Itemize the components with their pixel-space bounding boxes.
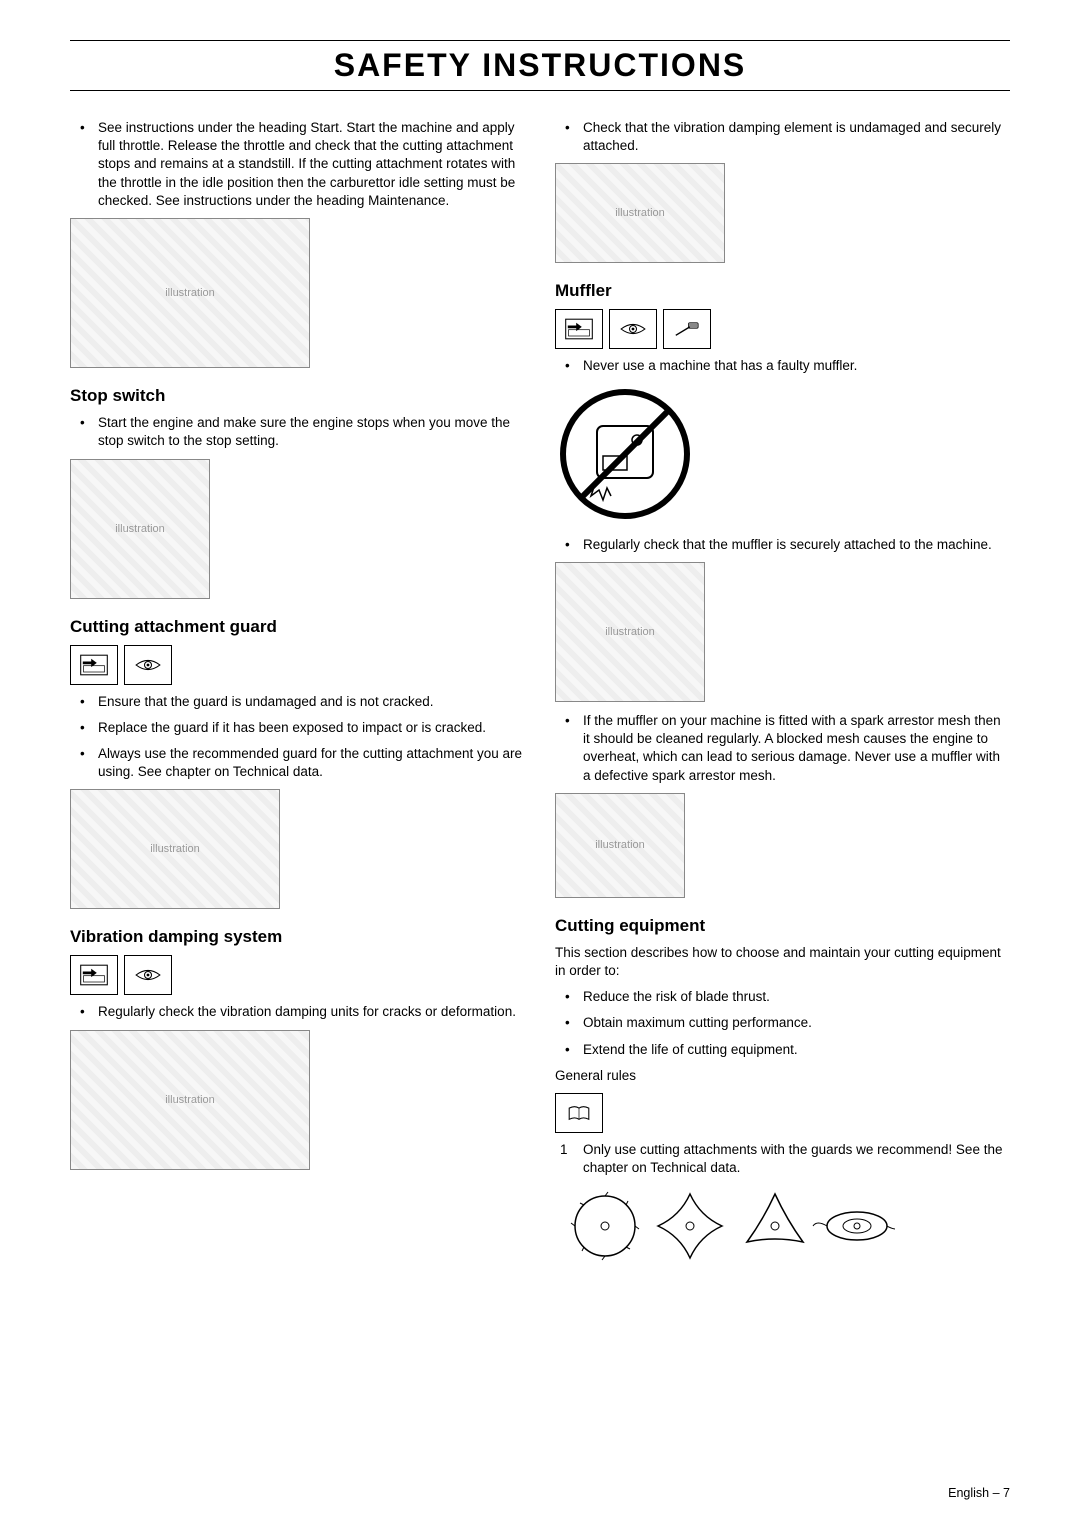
- ce-b1: Reduce the risk of blade thrust.: [555, 988, 1010, 1006]
- heading-cutting-equipment: Cutting equipment: [555, 916, 1010, 936]
- ce-n1-text: Only use cutting attachments with the gu…: [583, 1142, 1002, 1175]
- eye-icon: [124, 955, 172, 995]
- icon-row-muffler: [555, 309, 1010, 349]
- footer-page: 7: [1003, 1486, 1010, 1500]
- figure-blades-row: [565, 1186, 1010, 1271]
- list-number: 1: [560, 1141, 568, 1159]
- figure-muffler-attach: illustration: [555, 562, 705, 702]
- eye-icon: [609, 309, 657, 349]
- icon-row-manual: [555, 1093, 1010, 1133]
- guard-b1: Ensure that the guard is undamaged and i…: [70, 693, 525, 711]
- switch-arrow-icon: [70, 645, 118, 685]
- ce-b2: Obtain maximum cutting performance.: [555, 1014, 1010, 1032]
- switch-arrow-icon: [70, 955, 118, 995]
- brush-icon: [663, 309, 711, 349]
- switch-arrow-icon: [555, 309, 603, 349]
- heading-cutting-guard: Cutting attachment guard: [70, 617, 525, 637]
- ce-b3: Extend the life of cutting equipment.: [555, 1041, 1010, 1059]
- footer-sep: –: [993, 1486, 1000, 1500]
- muffler-b1: Never use a machine that has a faulty mu…: [555, 357, 1010, 375]
- muffler-b3: If the muffler on your machine is fitted…: [555, 712, 1010, 785]
- figure-muffler-mesh: illustration: [555, 793, 685, 898]
- figure-prohibit-muffler: [555, 384, 695, 524]
- damping-bullet: Check that the vibration damping element…: [555, 119, 1010, 155]
- ce-n1: 1 Only use cutting attachments with the …: [555, 1141, 1010, 1177]
- figure-guard: illustration: [70, 789, 280, 909]
- manual-icon: [555, 1093, 603, 1133]
- page-title: SAFETY INSTRUCTIONS: [70, 40, 1010, 91]
- figure-stop-switch: illustration: [70, 459, 210, 599]
- general-rules-label: General rules: [555, 1067, 1010, 1085]
- guard-b2: Replace the guard if it has been exposed…: [70, 719, 525, 737]
- eye-icon: [124, 645, 172, 685]
- intro-bullet: See instructions under the heading Start…: [70, 119, 525, 210]
- figure-operator: illustration: [70, 218, 310, 368]
- heading-vibration: Vibration damping system: [70, 927, 525, 947]
- figure-damping-element: illustration: [555, 163, 725, 263]
- icon-row-vibration: [70, 955, 525, 995]
- stop-switch-bullet: Start the engine and make sure the engin…: [70, 414, 525, 450]
- muffler-b2: Regularly check that the muffler is secu…: [555, 536, 1010, 554]
- vibration-b1: Regularly check the vibration damping un…: [70, 1003, 525, 1021]
- heading-muffler: Muffler: [555, 281, 1010, 301]
- content-columns: See instructions under the heading Start…: [70, 119, 1010, 1281]
- page-footer: English – 7: [948, 1486, 1010, 1500]
- figure-vibration-engine: illustration: [70, 1030, 310, 1170]
- cutting-equipment-intro: This section describes how to choose and…: [555, 944, 1010, 980]
- footer-lang: English: [948, 1486, 989, 1500]
- guard-b3: Always use the recommended guard for the…: [70, 745, 525, 781]
- right-column: Check that the vibration damping element…: [555, 119, 1010, 1281]
- heading-stop-switch: Stop switch: [70, 386, 525, 406]
- left-column: See instructions under the heading Start…: [70, 119, 525, 1281]
- icon-row-guard: [70, 645, 525, 685]
